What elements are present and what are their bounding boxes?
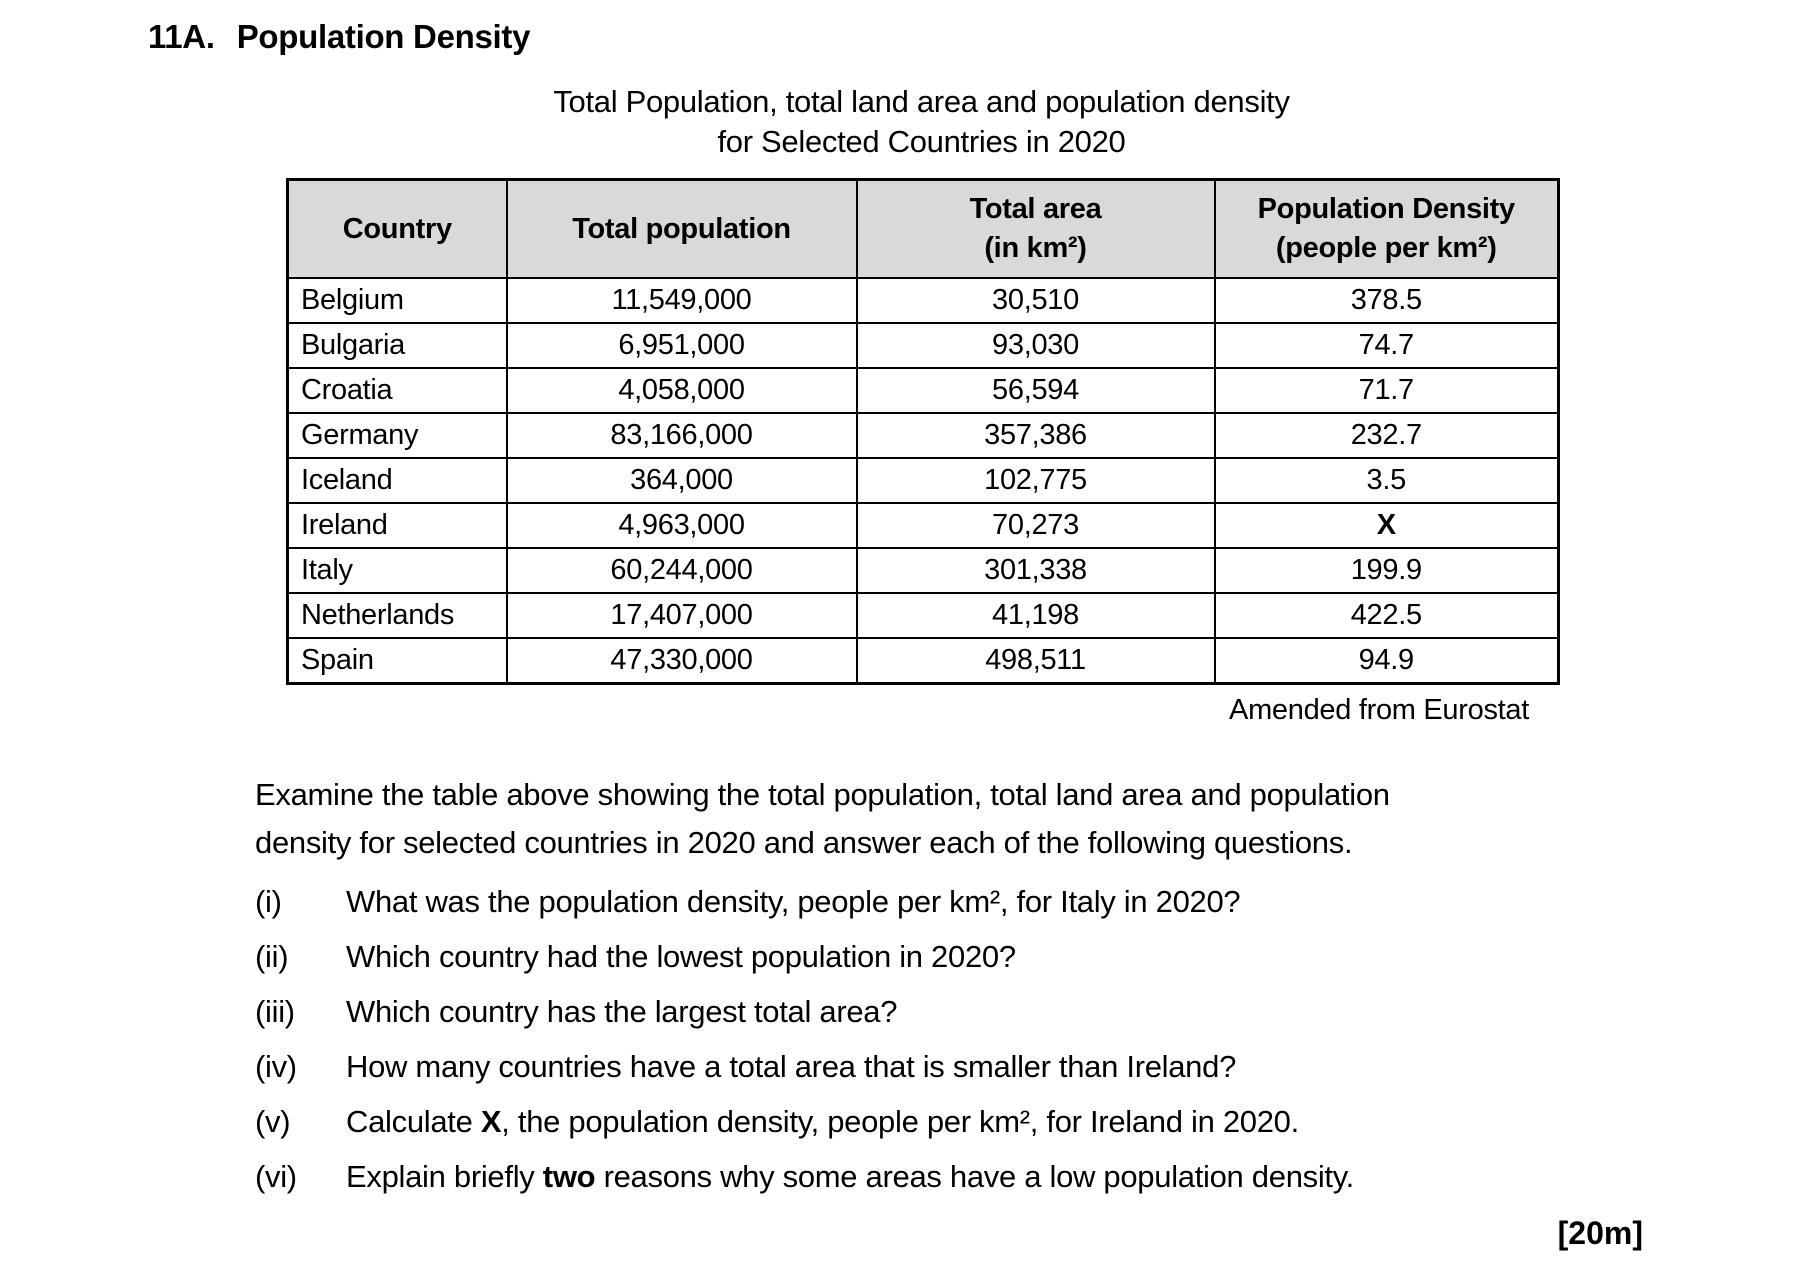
population-density-table: Country Total population Total area (in … <box>286 178 1560 685</box>
question-text: Which country has the largest total area… <box>346 994 898 1029</box>
cell-density: 199.9 <box>1213 547 1560 594</box>
section-heading: 11A. Population Density <box>148 16 1818 58</box>
question-text-post: reasons why some areas have a low popula… <box>595 1159 1355 1194</box>
cell-density-unknown-x: X <box>1213 502 1560 549</box>
question-text-pre: Calculate <box>346 1104 481 1139</box>
cell-area: 70,273 <box>855 502 1216 549</box>
cell-population: 6,951,000 <box>505 322 858 369</box>
question-text-bold: two <box>542 1159 596 1194</box>
cell-country: Ireland <box>286 502 508 549</box>
table-caption-line1: Total Population, total land area and po… <box>553 84 1290 119</box>
column-header-density: Population Density (people per km²) <box>1213 178 1560 279</box>
table-row: Italy 60,244,000 301,338 199.9 <box>286 547 1560 594</box>
cell-population: 4,058,000 <box>505 367 858 414</box>
column-header-line: Total population <box>572 212 791 245</box>
table-row: Spain 47,330,000 498,511 94.9 <box>286 637 1560 685</box>
column-header-line: (in km²) <box>984 232 1087 264</box>
marks-label: [20m] <box>1557 1215 1643 1251</box>
cell-country: Croatia <box>286 367 508 414</box>
cell-population: 83,166,000 <box>505 412 858 459</box>
table-row: Iceland 364,000 102,775 3.5 <box>286 457 1560 504</box>
question-text: How many countries have a total area tha… <box>346 1049 1237 1084</box>
question-text-post: , the population density, people per km²… <box>501 1104 1299 1139</box>
cell-area: 56,594 <box>855 367 1216 414</box>
question-item-vi: (vi) Explain briefly two reasons why som… <box>255 1160 1818 1194</box>
question-number: (vi) <box>255 1159 297 1194</box>
cell-density: 232.7 <box>1213 412 1560 459</box>
cell-density: 422.5 <box>1213 592 1560 639</box>
cell-population: 11,549,000 <box>505 277 858 324</box>
column-header-line: (people per km²) <box>1275 232 1497 264</box>
table-caption-line2: for Selected Countries in 2020 <box>717 124 1126 159</box>
question-number: (v) <box>255 1104 291 1139</box>
question-text: Explain briefly two reasons why some are… <box>346 1160 1818 1194</box>
cell-population: 60,244,000 <box>505 547 858 594</box>
table-header-row: Country Total population Total area (in … <box>286 178 1560 279</box>
question-text-pre: Explain briefly <box>346 1159 543 1194</box>
column-header-line: Total area <box>969 193 1102 225</box>
table-row: Bulgaria 6,951,000 93,030 74.7 <box>286 322 1560 369</box>
cell-country: Bulgaria <box>286 322 508 369</box>
question-number: (i) <box>255 884 282 919</box>
source-note: Amended from Eurostat <box>1229 694 1529 726</box>
question-text-bold: X <box>480 1104 502 1139</box>
cell-population: 364,000 <box>505 457 858 504</box>
cell-country: Iceland <box>286 457 508 504</box>
column-header-area: Total area (in km²) <box>855 178 1216 279</box>
question-text: Which country had the lowest population … <box>346 939 1016 974</box>
cell-country: Netherlands <box>286 592 508 639</box>
table-caption: Total Population, total land area and po… <box>286 82 1557 162</box>
cell-area: 357,386 <box>855 412 1216 459</box>
cell-population: 17,407,000 <box>505 592 858 639</box>
cell-country: Belgium <box>286 277 508 324</box>
question-text: What was the population density, people … <box>346 884 1241 919</box>
cell-area: 301,338 <box>855 547 1216 594</box>
table-row: Germany 83,166,000 357,386 232.7 <box>286 412 1560 459</box>
cell-population: 4,963,000 <box>505 502 858 549</box>
cell-area: 498,511 <box>855 637 1216 685</box>
cell-area: 41,198 <box>855 592 1216 639</box>
column-header-line: Population Density <box>1257 193 1516 225</box>
column-header-line: Country <box>342 212 452 245</box>
question-item-iv: (iv) How many countries have a total are… <box>255 1050 1818 1084</box>
question-item-v: (v) Calculate X, the population density,… <box>255 1105 1818 1139</box>
intro-paragraph: Examine the table above showing the tota… <box>255 771 1818 867</box>
cell-density: 71.7 <box>1213 367 1560 414</box>
column-header-country: Country <box>286 178 508 279</box>
question-list: (i) What was the population density, peo… <box>255 885 1818 1194</box>
cell-density: 378.5 <box>1213 277 1560 324</box>
cell-area: 30,510 <box>855 277 1216 324</box>
table-row: Croatia 4,058,000 56,594 71.7 <box>286 367 1560 414</box>
intro-line-2: density for selected countries in 2020 a… <box>255 825 1353 860</box>
cell-density: 3.5 <box>1213 457 1560 504</box>
table-row: Ireland 4,963,000 70,273 X <box>286 502 1560 549</box>
cell-population: 47,330,000 <box>505 637 858 685</box>
table-row: Belgium 11,549,000 30,510 378.5 <box>286 277 1560 324</box>
cell-density: 94.9 <box>1213 637 1560 685</box>
question-text: Calculate X, the population density, peo… <box>346 1105 1818 1139</box>
column-header-population: Total population <box>505 178 858 279</box>
cell-country: Spain <box>286 637 508 685</box>
section-title: Population Density <box>236 18 531 55</box>
table-row: Netherlands 17,407,000 41,198 422.5 <box>286 592 1560 639</box>
cell-country: Germany <box>286 412 508 459</box>
question-number: (ii) <box>255 939 289 974</box>
question-number: (iv) <box>255 1049 297 1084</box>
question-number: (iii) <box>255 994 295 1029</box>
cell-area: 93,030 <box>855 322 1216 369</box>
cell-country: Italy <box>286 547 508 594</box>
intro-line-1: Examine the table above showing the tota… <box>255 777 1390 812</box>
cell-area: 102,775 <box>855 457 1216 504</box>
cell-density: 74.7 <box>1213 322 1560 369</box>
question-item-i: (i) What was the population density, peo… <box>255 885 1818 919</box>
question-item-ii: (ii) Which country had the lowest popula… <box>255 940 1818 974</box>
question-item-iii: (iii) Which country has the largest tota… <box>255 995 1818 1029</box>
section-number: 11A. <box>148 18 215 55</box>
